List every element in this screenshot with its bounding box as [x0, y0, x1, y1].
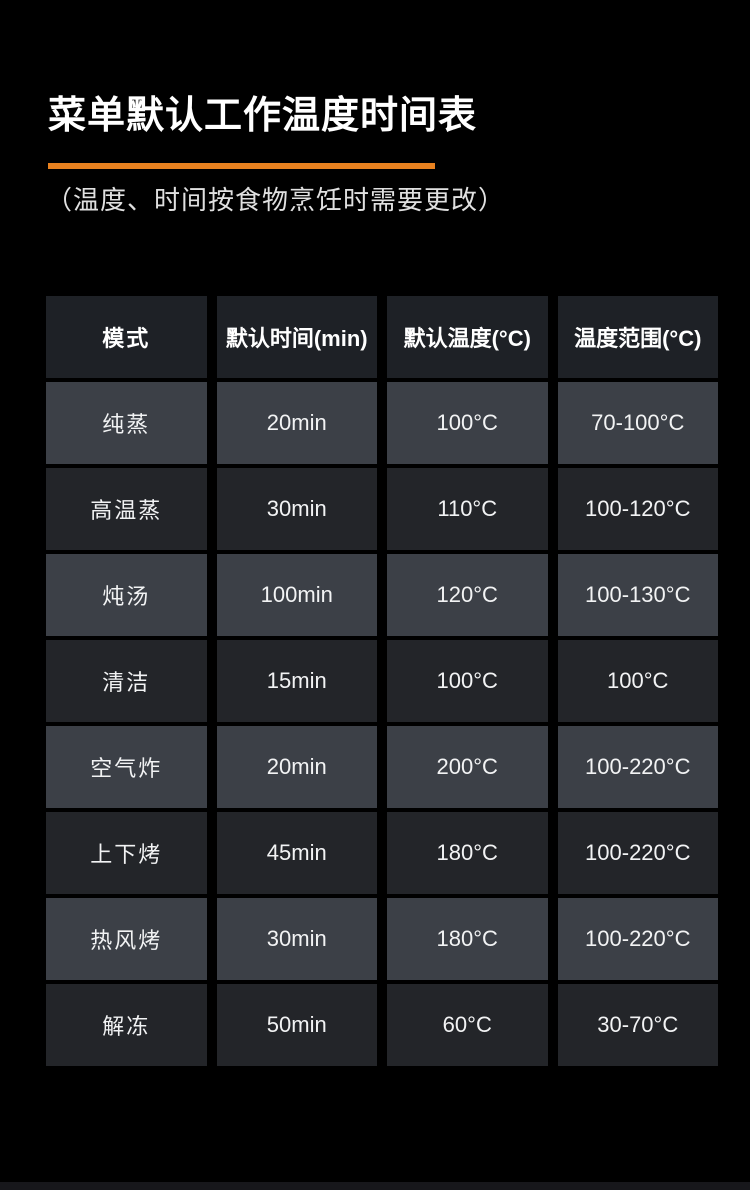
table-row: 空气炸 20min 200°C 100-220°C	[46, 726, 718, 808]
cell-range: 100-220°C	[557, 726, 718, 808]
cell-temp: 180°C	[387, 812, 548, 894]
cell-mode: 空气炸	[46, 726, 207, 808]
cell-time: 20min	[216, 726, 377, 808]
cell-mode: 上下烤	[46, 812, 207, 894]
table-row: 炖汤 100min 120°C 100-130°C	[46, 554, 718, 636]
cell-temp: 100°C	[387, 640, 548, 722]
table-header-row: 模式 默认时间(min) 默认温度(°C) 温度范围(°C)	[46, 296, 718, 378]
cell-range: 100-220°C	[557, 812, 718, 894]
cell-time: 15min	[216, 640, 377, 722]
cell-temp: 110°C	[387, 468, 548, 550]
cell-time: 30min	[216, 468, 377, 550]
cell-mode: 纯蒸	[46, 382, 207, 464]
column-header-temp: 默认温度(°C)	[387, 296, 548, 378]
cell-range: 100-120°C	[557, 468, 718, 550]
cell-range: 100°C	[557, 640, 718, 722]
cell-temp: 100°C	[387, 382, 548, 464]
cell-mode: 解冻	[46, 984, 207, 1066]
cell-mode: 热风烤	[46, 898, 207, 980]
cell-range: 30-70°C	[557, 984, 718, 1066]
title-underline	[48, 163, 435, 169]
temperature-table: 模式 默认时间(min) 默认温度(°C) 温度范围(°C) 纯蒸 20min …	[46, 296, 718, 1070]
column-header-mode: 模式	[46, 296, 207, 378]
cell-mode: 高温蒸	[46, 468, 207, 550]
table-row: 解冻 50min 60°C 30-70°C	[46, 984, 718, 1066]
column-header-time: 默认时间(min)	[216, 296, 377, 378]
column-header-range: 温度范围(°C)	[557, 296, 718, 378]
table-row: 上下烤 45min 180°C 100-220°C	[46, 812, 718, 894]
table-row: 纯蒸 20min 100°C 70-100°C	[46, 382, 718, 464]
bottom-strip	[0, 1182, 750, 1190]
cell-temp: 180°C	[387, 898, 548, 980]
cell-temp: 120°C	[387, 554, 548, 636]
page-title: 菜单默认工作温度时间表	[48, 95, 478, 137]
table-row: 高温蒸 30min 110°C 100-120°C	[46, 468, 718, 550]
cell-range: 100-130°C	[557, 554, 718, 636]
cell-range: 70-100°C	[557, 382, 718, 464]
cell-time: 20min	[216, 382, 377, 464]
cell-mode: 炖汤	[46, 554, 207, 636]
cell-range: 100-220°C	[557, 898, 718, 980]
table-row: 清洁 15min 100°C 100°C	[46, 640, 718, 722]
cell-mode: 清洁	[46, 640, 207, 722]
cell-temp: 200°C	[387, 726, 548, 808]
cell-time: 100min	[216, 554, 377, 636]
cell-temp: 60°C	[387, 984, 548, 1066]
cell-time: 45min	[216, 812, 377, 894]
cell-time: 50min	[216, 984, 377, 1066]
cell-time: 30min	[216, 898, 377, 980]
page-subtitle: （温度、时间按食物烹饪时需要更改）	[46, 185, 506, 215]
table-row: 热风烤 30min 180°C 100-220°C	[46, 898, 718, 980]
